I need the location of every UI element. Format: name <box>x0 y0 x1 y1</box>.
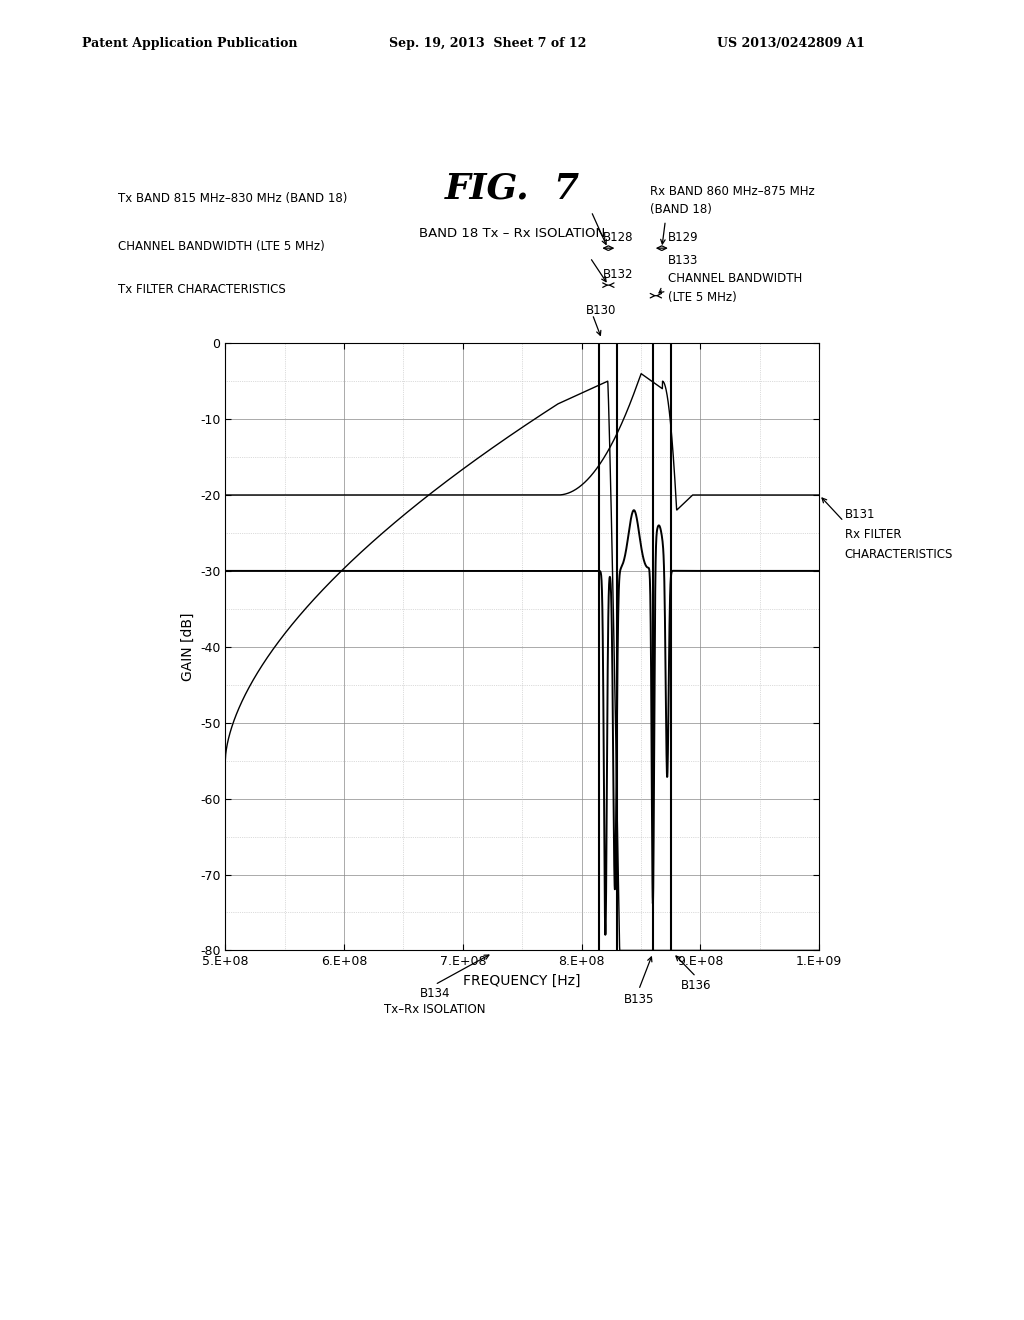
Text: B128: B128 <box>603 231 634 244</box>
Text: CHANNEL BANDWIDTH: CHANNEL BANDWIDTH <box>668 272 802 285</box>
Text: Tx–Rx ISOLATION: Tx–Rx ISOLATION <box>384 1003 485 1016</box>
Text: FIG.  7: FIG. 7 <box>444 172 580 206</box>
Y-axis label: GAIN [dB]: GAIN [dB] <box>180 612 195 681</box>
Text: Tx BAND 815 MHz–830 MHz (BAND 18): Tx BAND 815 MHz–830 MHz (BAND 18) <box>118 191 347 205</box>
Text: (LTE 5 MHz): (LTE 5 MHz) <box>668 290 736 304</box>
Text: B132: B132 <box>603 268 634 281</box>
Text: B130: B130 <box>586 304 616 317</box>
Text: B131: B131 <box>845 508 876 521</box>
Text: CHANNEL BANDWIDTH (LTE 5 MHz): CHANNEL BANDWIDTH (LTE 5 MHz) <box>118 240 325 253</box>
Text: B129: B129 <box>668 231 698 244</box>
Text: CHARACTERISTICS: CHARACTERISTICS <box>845 548 953 561</box>
Text: BAND 18 Tx – Rx ISOLATION: BAND 18 Tx – Rx ISOLATION <box>419 227 605 240</box>
Text: B136: B136 <box>681 979 712 993</box>
Text: Sep. 19, 2013  Sheet 7 of 12: Sep. 19, 2013 Sheet 7 of 12 <box>389 37 587 50</box>
X-axis label: FREQUENCY [Hz]: FREQUENCY [Hz] <box>464 974 581 987</box>
Text: Rx BAND 860 MHz–875 MHz: Rx BAND 860 MHz–875 MHz <box>650 185 815 198</box>
Text: (BAND 18): (BAND 18) <box>650 203 712 216</box>
Text: Rx FILTER: Rx FILTER <box>845 528 901 541</box>
Text: B135: B135 <box>624 993 654 1006</box>
Text: B133: B133 <box>668 253 698 267</box>
Text: Patent Application Publication: Patent Application Publication <box>82 37 297 50</box>
Text: Tx FILTER CHARACTERISTICS: Tx FILTER CHARACTERISTICS <box>118 282 286 296</box>
Text: B134: B134 <box>420 987 450 1001</box>
Text: US 2013/0242809 A1: US 2013/0242809 A1 <box>717 37 864 50</box>
